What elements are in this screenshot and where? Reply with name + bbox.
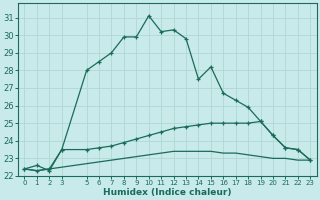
X-axis label: Humidex (Indice chaleur): Humidex (Indice chaleur) <box>103 188 232 197</box>
